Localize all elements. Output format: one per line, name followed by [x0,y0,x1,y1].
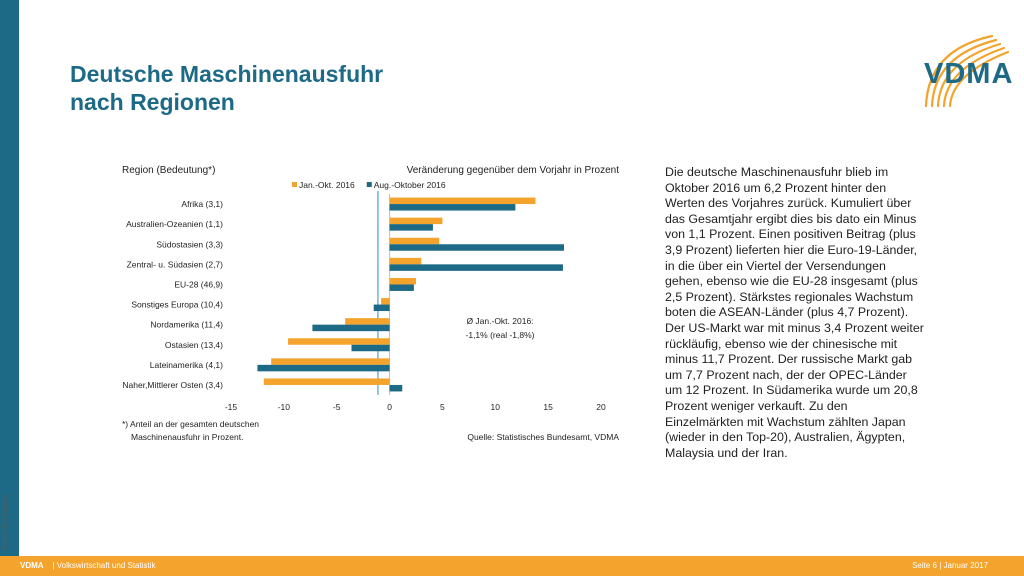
category-label: Ostasien (13,4) [165,340,223,350]
bar-jan-okt [288,338,390,345]
bar-jan-okt [389,237,440,245]
legend-label-1: Jan.-Okt. 2016 [299,180,355,190]
footer-left: VDMA | Volkswirtschaft und Statistik [20,561,156,570]
bar-jan-okt [389,217,443,225]
category-label: Nordamerika (11,4) [150,320,223,330]
legend-label-2: Aug.-Oktober 2016 [374,180,446,190]
category-label: Naher,Mittlerer Osten (3,4) [122,380,223,390]
title-line-1: Deutsche Maschinenausfuhr [70,61,384,87]
x-tick-label: 5 [440,402,445,412]
footer-bar: VDMA | Volkswirtschaft und Statistik Sei… [0,556,1024,576]
bar-jan-okt [389,277,416,285]
x-tick-label: -5 [333,402,341,412]
bar-jan-okt [271,358,390,365]
bar-aug-okt [389,384,403,392]
x-tick-label: 15 [543,402,553,412]
footnote-line-2: Maschinenausfuhr in Prozent. [131,432,243,442]
bar-jan-okt [389,257,422,265]
x-tick-label: -15 [225,402,238,412]
title-line-2: nach Regionen [70,89,235,115]
legend-swatch-1 [292,182,297,187]
bar-aug-okt [389,204,516,211]
bar-aug-okt [389,284,414,291]
category-label: Sonstiges Europa (10,4) [131,300,223,310]
vdma-logo-icon [924,34,1010,108]
chart-right-header: Veränderung gegenüber dem Vorjahr in Pro… [407,165,620,176]
bar-aug-okt [389,224,433,231]
page-title: Deutsche Maschinenausfuhr nach Regionen [70,60,383,116]
category-label: Südostasien (3,3) [156,239,223,249]
average-annotation-line-1: Ø Jan.-Okt. 2016: [466,316,533,326]
bar-jan-okt [263,378,390,385]
x-tick-label: -10 [278,402,291,412]
footer-brand: VDMA [20,561,44,570]
x-tick-label: 0 [387,402,392,412]
x-tick-label: 20 [596,402,606,412]
category-label: Australien-Ozeanien (1,1) [126,219,223,229]
regions-bar-chart: Region (Bedeutung*) Veränderung gegenüber… [122,165,620,442]
bar-aug-okt [351,344,390,352]
body-text: Die deutsche Maschinenausfuhr blieb im O… [665,165,924,460]
category-label: Afrika (3,1) [181,199,223,209]
left-accent-stripe [0,0,19,556]
bar-aug-okt [389,264,563,271]
bar-jan-okt [345,318,390,325]
category-label: Zentral- u. Südasien (2,7) [127,259,224,269]
category-label: EU-28 (46,9) [174,279,223,289]
side-label: Konjunkturbulletin [2,494,9,550]
chart-source: Quelle: Statistisches Bundesamt, VDMA [467,432,619,442]
footnote-line-1: *) Anteil an der gesamten deutschen [122,419,259,429]
chart-left-header: Region (Bedeutung*) [122,165,215,176]
bar-aug-okt [373,304,390,312]
legend-swatch-2 [366,182,372,187]
bar-aug-okt [257,364,390,372]
footer-page: Seite 6 | Januar 2017 [912,561,988,570]
logo-text: VDMA [924,58,1014,90]
category-label: Lateinamerika (4,1) [150,360,223,370]
average-annotation-line-2: -1,1% (real -1,8%) [466,330,535,340]
bar-aug-okt [389,244,564,251]
footer-section: | Volkswirtschaft und Statistik [52,561,156,570]
x-tick-label: 10 [491,402,501,412]
bar-aug-okt [312,324,390,332]
bar-jan-okt [381,298,390,305]
bar-jan-okt [389,197,536,205]
